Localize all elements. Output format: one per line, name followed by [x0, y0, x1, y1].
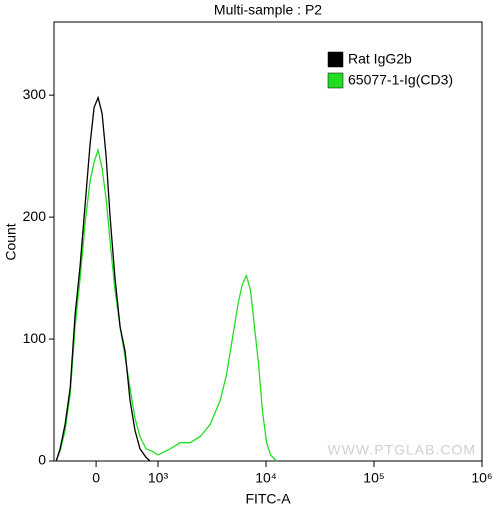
- x-tick-label: 10³: [148, 470, 169, 486]
- plot-frame: [53, 21, 483, 462]
- histogram-line: [55, 147, 278, 462]
- chart-title: Multi-sample : P2: [214, 2, 322, 18]
- y-tick-label: 300: [23, 86, 47, 102]
- y-tick-label: 100: [23, 330, 47, 346]
- legend-swatch: [327, 72, 344, 89]
- x-tick-label: 10⁶: [471, 470, 492, 486]
- legend-label: Rat IgG2b: [348, 51, 412, 67]
- x-tick-label: 10⁴: [255, 470, 277, 486]
- watermark: WWW.PTGLAB.COM: [327, 442, 476, 458]
- x-tick-label: 0: [92, 470, 100, 486]
- y-tick-label: 200: [23, 208, 47, 224]
- y-tick-label: 0: [38, 452, 46, 468]
- legend-swatch: [327, 51, 344, 68]
- y-axis-label: Count: [3, 223, 19, 260]
- x-axis-label: FITC-A: [245, 491, 291, 507]
- x-tick-label: 10⁵: [363, 470, 384, 486]
- legend-label: 65077-1-Ig(CD3): [348, 72, 453, 88]
- histogram-line: [55, 95, 151, 462]
